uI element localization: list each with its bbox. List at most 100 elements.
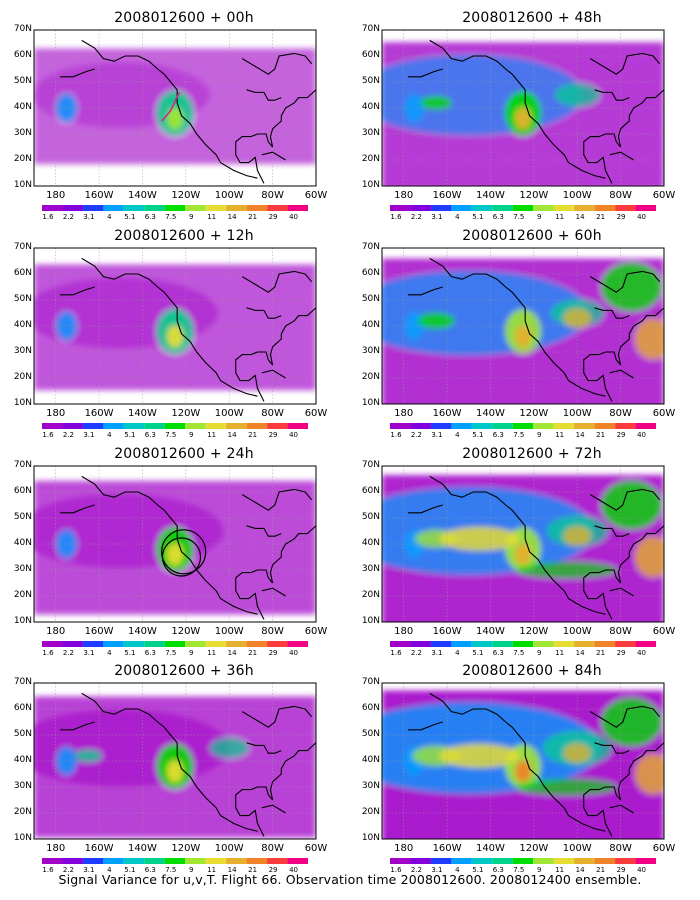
lon-tick-label: 160W <box>84 190 114 201</box>
colorbar-label: 40 <box>637 866 646 874</box>
colorbar-label: 40 <box>637 213 646 221</box>
map-panel-24h: 2008012600 + 24h 70N 60N 50N 40N 30N 20N 10N 180… <box>14 440 354 658</box>
colorbar-label: 1.6 <box>390 866 402 874</box>
colorbar-label: 29 <box>616 649 626 657</box>
lat-tick-label: 60N <box>361 486 380 496</box>
colorbar-label: 2.2 <box>410 431 423 439</box>
lon-tick-label: 160W <box>84 843 114 854</box>
lon-tick-label: 140W <box>475 190 505 201</box>
colorbar-label: 2.2 <box>62 649 75 657</box>
lat-tick-label: 20N <box>361 372 380 382</box>
colorbar-label: 21 <box>248 866 258 874</box>
colorbar-label: 11 <box>207 213 217 221</box>
lat-tick-label: 20N <box>13 590 32 600</box>
colorbar-label: 7.5 <box>165 866 177 874</box>
colorbar-label: 4 <box>455 649 460 657</box>
lon-tick-label: 160W <box>84 408 114 419</box>
lon-tick-label: 100W <box>214 843 244 854</box>
colorbar-label: 6.3 <box>144 866 156 874</box>
lon-tick-label: 100W <box>214 190 244 201</box>
lat-tick-label: 40N <box>13 320 32 330</box>
colorbar-label: 4 <box>107 866 112 874</box>
colorbar-label: 4 <box>107 431 112 439</box>
lat-tick-label: 10N <box>361 616 380 626</box>
lat-tick-label: 30N <box>361 128 380 138</box>
colorbar-label: 29 <box>268 213 278 221</box>
colorbar-label: 6.3 <box>492 213 504 221</box>
lat-tick-label: 50N <box>13 294 32 304</box>
lon-tick-label: 120W <box>171 843 201 854</box>
lon-tick-label: 120W <box>171 190 201 201</box>
lat-tick-label: 10N <box>361 180 380 190</box>
colorbar-label: 40 <box>289 431 298 439</box>
lat-tick-label: 10N <box>13 616 32 626</box>
panel-title: 2008012600 + 48h <box>462 10 602 26</box>
colorbar-label: 9 <box>536 213 542 221</box>
lat-tick-label: 30N <box>13 564 32 574</box>
colorbar-label: 2.2 <box>410 213 423 221</box>
colorbar-label: 14 <box>575 866 585 874</box>
lat-tick-label: 60N <box>361 703 380 713</box>
lat-tick-label: 40N <box>13 102 32 112</box>
lon-tick-label: 180 <box>394 843 414 854</box>
colorbar-label: 4 <box>107 213 112 221</box>
lon-tick-label: 180 <box>46 843 66 854</box>
map-canvas <box>381 29 665 211</box>
colorbar-label: 6.3 <box>492 431 504 439</box>
colorbar-label: 5.1 <box>124 213 136 221</box>
lon-tick-label: 100W <box>562 190 592 201</box>
colorbar-label: 11 <box>555 431 565 439</box>
lat-tick-label: 40N <box>13 755 32 765</box>
colorbar <box>42 641 308 647</box>
colorbar-label: 3.1 <box>431 866 443 874</box>
lat-tick-label: 30N <box>361 564 380 574</box>
colorbar-label: 40 <box>289 213 298 221</box>
lat-tick-label: 70N <box>361 677 380 687</box>
map-panel-48h: 2008012600 + 48h 70N 60N 50N 40N 30N 20N 10N 180… <box>362 4 700 222</box>
panel-title: 2008012600 + 36h <box>114 663 254 679</box>
lat-tick-label: 60N <box>13 268 32 278</box>
lon-tick-label: 100W <box>562 408 592 419</box>
colorbar-label: 14 <box>575 213 585 221</box>
lat-tick-label: 60N <box>13 703 32 713</box>
colorbar-label: 1.6 <box>42 431 54 439</box>
lon-tick-label: 60W <box>652 843 676 854</box>
colorbar-label: 2.2 <box>410 866 423 874</box>
coastline <box>408 39 664 184</box>
panel-title: 2008012600 + 60h <box>462 228 602 244</box>
lat-tick-label: 20N <box>13 154 32 164</box>
lon-tick-label: 140W <box>127 408 157 419</box>
lon-tick-label: 140W <box>127 843 157 854</box>
colorbar-label: 3.1 <box>83 649 95 657</box>
coastline <box>60 39 316 184</box>
lat-tick-label: 70N <box>361 460 380 470</box>
colorbar-label: 7.5 <box>165 649 177 657</box>
colorbar-label: 29 <box>268 649 278 657</box>
lon-tick-label: 120W <box>519 408 549 419</box>
colorbar-label: 2.2 <box>62 213 75 221</box>
lon-tick-label: 80W <box>261 408 284 419</box>
lat-tick-label: 30N <box>361 346 380 356</box>
colorbar-label: 4 <box>107 649 112 657</box>
colorbar-label: 3.1 <box>83 431 95 439</box>
lon-tick-label: 180 <box>46 408 66 419</box>
map-panel-12h: 2008012600 + 12h 70N 60N 50N 40N 30N 20N 10N 180… <box>14 222 354 440</box>
lon-tick-label: 80W <box>261 626 284 637</box>
colorbar-label: 14 <box>227 866 237 874</box>
lat-tick-label: 40N <box>361 102 380 112</box>
colorbar-label: 14 <box>227 431 237 439</box>
lat-tick-label: 20N <box>361 590 380 600</box>
lat-tick-label: 30N <box>361 781 380 791</box>
lat-tick-label: 50N <box>13 76 32 86</box>
map-panel-72h: 2008012600 + 72h 70N 60N 50N 40N 30N 20N 10N 180… <box>362 440 700 658</box>
lat-tick-label: 50N <box>13 729 32 739</box>
colorbar-label: 11 <box>555 213 565 221</box>
lat-tick-label: 50N <box>361 729 380 739</box>
lat-tick-label: 50N <box>361 76 380 86</box>
coastline <box>408 257 664 402</box>
lon-tick-label: 180 <box>394 190 414 201</box>
colorbar-label: 3.1 <box>431 649 443 657</box>
lon-tick-label: 60W <box>304 626 328 637</box>
panel-title: 2008012600 + 12h <box>114 228 254 244</box>
colorbar-label: 2.2 <box>62 866 75 874</box>
